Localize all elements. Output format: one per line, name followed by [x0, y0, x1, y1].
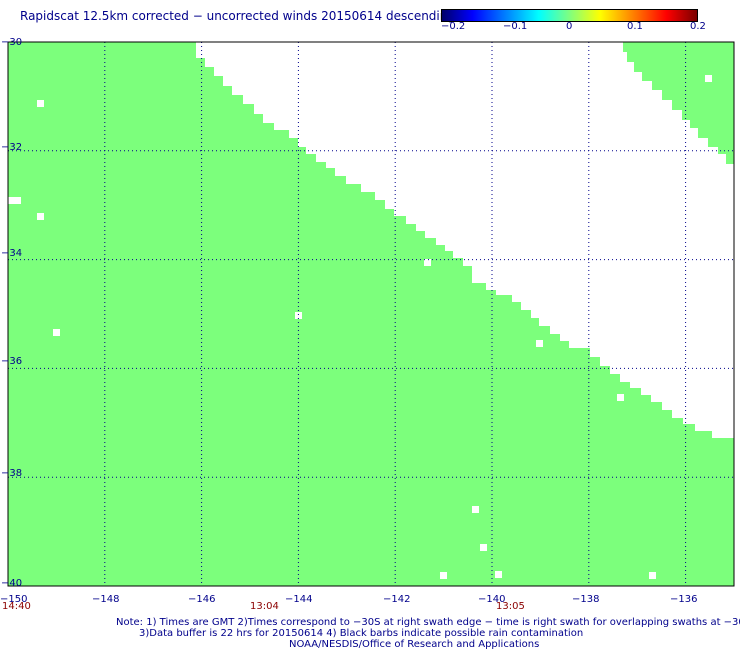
lat-label: −38 — [1, 468, 23, 479]
missing-cell — [536, 340, 543, 347]
lon-label: −146 — [188, 594, 216, 605]
missing-cell — [495, 571, 502, 578]
swath-time: 13:05 — [496, 601, 525, 612]
note-line-1: Note: 1) Times are GMT 2)Times correspon… — [116, 617, 740, 628]
colorbar-label-neg: −0.1 — [503, 21, 528, 32]
lon-label: −148 — [92, 594, 120, 605]
note-line-2: 3)Data buffer is 22 hrs for 20150614 4) … — [139, 628, 584, 639]
missing-cell — [617, 394, 624, 401]
swath-coverage-main — [8, 42, 734, 586]
lon-label: −138 — [572, 594, 600, 605]
swath-time: 14:40 — [2, 601, 31, 612]
missing-cell — [37, 100, 44, 107]
map-gridlines — [8, 42, 734, 586]
missing-cell — [53, 329, 60, 336]
colorbar-label-zero: 0 — [566, 21, 573, 32]
missing-cell — [472, 506, 479, 513]
colorbar-label-min: −0.2 — [441, 21, 466, 32]
missing-cell — [424, 259, 431, 266]
lon-label: −136 — [670, 594, 698, 605]
map-frame — [7, 41, 735, 587]
lat-label: −36 — [1, 356, 23, 367]
colorbar-label-max: 0.2 — [690, 21, 706, 32]
lon-label: −150 — [0, 594, 28, 605]
missing-cell — [37, 213, 44, 220]
note-line-3: NOAA/NESDIS/Office of Research and Appli… — [289, 639, 540, 650]
lat-label: −30 — [1, 37, 23, 48]
colorbar — [441, 9, 698, 22]
lon-label: −140 — [478, 594, 506, 605]
swath-time: 13:04 — [250, 601, 279, 612]
lon-label: −144 — [285, 594, 313, 605]
missing-cell — [649, 572, 656, 579]
missing-cell — [440, 572, 447, 579]
lat-label: −34 — [1, 248, 23, 259]
missing-cell — [705, 75, 712, 82]
missing-cell — [8, 197, 21, 204]
missing-cell — [480, 544, 487, 551]
map-title: Rapidscat 12.5km corrected − uncorrected… — [20, 9, 455, 23]
lat-label: −40 — [1, 578, 23, 589]
lat-label: −32 — [1, 142, 23, 153]
missing-data-cells — [8, 75, 712, 579]
swath-coverage-corner — [623, 42, 734, 164]
colorbar-label-pos: 0.1 — [627, 21, 643, 32]
lon-label: −142 — [383, 594, 411, 605]
missing-cell — [295, 312, 302, 319]
